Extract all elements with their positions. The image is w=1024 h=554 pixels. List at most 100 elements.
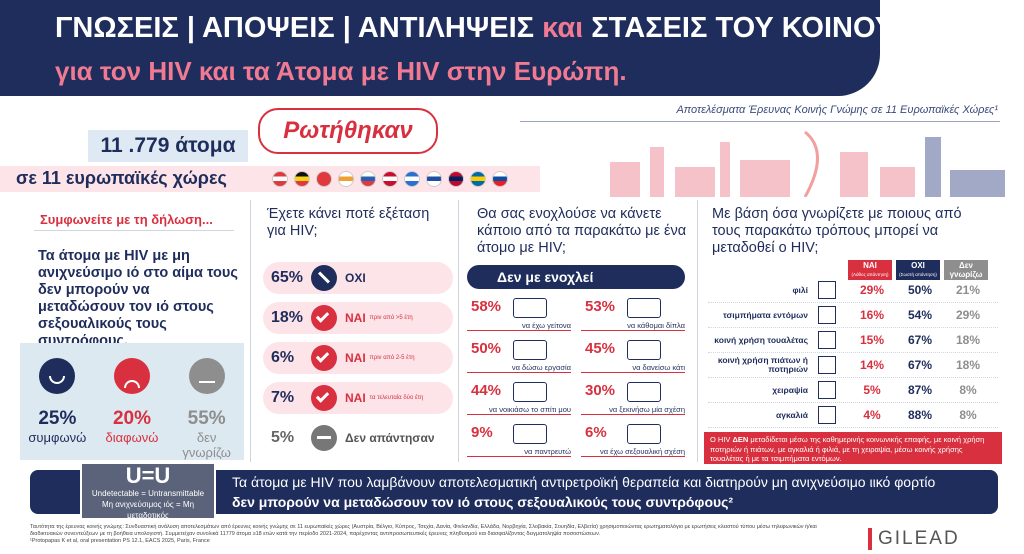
bother-icon [513,298,547,318]
flag [448,171,464,187]
row-value: 5% [863,383,881,397]
survey-count: 11 .779 άτομα [88,130,248,162]
face-mouth [198,381,215,383]
bother-items: 58% να έχω γείτονα 53% να κάθομαι δίπλα 50% ν… [467,296,689,458]
transmission-panel: Με βάση όσα γνωρίζετε με ποιους από τους… [697,200,1002,464]
bother-icon [627,298,661,318]
row-value: 29% [955,308,981,322]
flags [272,171,508,187]
agree-answers: 25% συμφωνώ 20% διαφωνώ 55% δεν γνωρίζω [20,358,244,460]
testing-pct: 18% [271,309,304,326]
bother-item: 50% να δώσω εργασία [467,338,575,374]
footnote: Ταυτότητα της έρευνας κοινής γνώμης: Συν… [30,524,817,537]
row-value: 88% [907,408,933,422]
note-part: μεταδίδεται μέσω της καθημερινής κοινωνι… [710,435,985,463]
testing-detail: πριν από 2-5 έτη [369,355,415,361]
answer: 20% διαφωνώ [97,358,167,460]
bother-icon [627,424,661,444]
row-value: 21% [955,283,981,297]
answer-pct: 20% [112,408,151,429]
uu-line1: Undetectable = Untransmittable [91,489,205,498]
testing-rows: 65% ΟΧΙ 18% ΝΑΙ πριν από >5 έτη 6% ΝΑΙ πριν από… [263,262,453,462]
icon-glyph [317,436,331,439]
row-value: 8% [959,408,977,422]
answer-pct: 55% [187,408,226,429]
transmission-row: τσιμπήματα εντόμων 16% 54% 29% [708,303,998,328]
flag [382,171,398,187]
column-label: ΟΧΙ [911,261,925,270]
bother-pct: 6% [585,424,607,441]
row-label: χειραψία [772,384,808,395]
title-part: ΓΝΩΣΕΙΣ | ΑΠΟΨΕΙΣ | ΑΝΤΙΛΗΨΕΙΣ [55,12,535,44]
bother-item: 53% να κάθομαι δίπλα [581,296,689,332]
testing-row: 6% ΝΑΙ πριν από 2-5 έτη [263,342,453,374]
row-value: 54% [907,308,933,322]
flag [404,171,420,187]
row-value: 15% [859,333,885,347]
face-mouth [49,376,66,384]
title-part: και [542,12,584,44]
bother-pct: 50% [471,340,502,357]
icon-glyph [315,389,330,403]
face-mouth [123,380,140,388]
flag [338,171,354,187]
transmission-note: Ο HIV ΔΕΝ μεταδίδεται μέσω της καθημεριν… [704,432,1002,464]
row-value: 4% [863,408,881,422]
footnotes: Ταυτότητα της έρευνας κοινής γνώμης: Συν… [30,524,850,545]
agree-heading: Συμφωνείτε με τη δήλωση... [40,212,213,227]
bother-item: 6% να έχω σεξουαλική σχέση [581,422,689,458]
flag [272,171,288,187]
bother-item: 44% να νοικιάσω το σπίτι μου [467,380,575,416]
bother-item: 9% να παντρευτώ [467,422,575,458]
uu-line2: Μη ανιχνεύσιμος ιός = Μη μεταδοτικός [101,500,195,520]
icon-glyph [315,309,330,323]
uu-text1: Τα άτομα με HIV που λαμβάνουν αποτελεσμα… [232,474,936,490]
answer: 25% συμφωνώ [22,358,92,460]
flag [294,171,310,187]
answer-pct: 25% [38,408,77,429]
flag [492,171,508,187]
face-icon [188,358,225,394]
uu-logo-box: U=U Undetectable = Untransmittable Μη αν… [80,462,216,520]
agree-panel: Συμφωνείτε με τη δήλωση... Τα άτομα με H… [20,200,244,462]
row-label: τσιμπήματα εντόμων [722,309,808,320]
bother-icon [513,424,547,444]
bother-banner: Δεν με ενοχλεί [467,265,685,289]
testing-icon [311,385,337,411]
transmission-rows: φιλί 29% 50% 21% τσιμπήματα εντόμων 16% 54% 29%… [708,278,998,428]
row-icon [818,281,836,299]
testing-label: ΟΧΙ [345,271,366,285]
transmission-row: χειραψία 5% 87% 8% [708,378,998,403]
rule [34,230,234,231]
testing-detail: πριν από >5 έτη [369,315,413,321]
subtitle: Αποτελέσματα Έρευνας Κοινής Γνώμης σε 11… [676,104,998,116]
bother-label: να κάθομαι δίπλα [581,321,685,331]
answer-label: διαφωνώ [105,430,159,445]
testing-row: 18% ΝΑΙ πριν από >5 έτη [263,302,453,334]
row-value: 67% [907,333,933,347]
testing-icon [311,425,337,451]
transmission-row: φιλί 29% 50% 21% [708,278,998,303]
bother-pct: 58% [471,298,502,315]
bother-item: 58% να έχω γείτονα [467,296,575,332]
transmission-row: κοινή χρήση τουαλέτας 15% 67% 18% [708,328,998,353]
testing-icon [311,265,337,291]
bother-label: να ξεκινήσω μία σχέση [581,405,685,415]
column-label: ΝΑΙ [863,261,877,270]
column-head: Δεν γνωρίζω [944,260,988,280]
face-icon [113,358,150,394]
transmission-head: ΝΑΙ (Λάθος απάντηση) ΟΧΙ (Σωστή απάντηση) Δε… [848,260,998,280]
title-line2: για τον HIV και τα Άτομα με HIV στην Ευρ… [55,56,627,86]
row-icon [818,356,836,374]
row-value: 18% [955,358,981,372]
bother-pct: 45% [585,340,616,357]
testing-detail: τα τελευταία δύο έτη [369,395,424,401]
row-icon [818,406,836,424]
bother-label: να έχω γείτονα [467,321,571,331]
uu-logo: U=U [125,463,171,488]
row-icon [818,331,836,349]
testing-label: ΝΑΙ [345,311,366,325]
row-value: 18% [955,333,981,347]
icon-glyph [315,349,330,363]
